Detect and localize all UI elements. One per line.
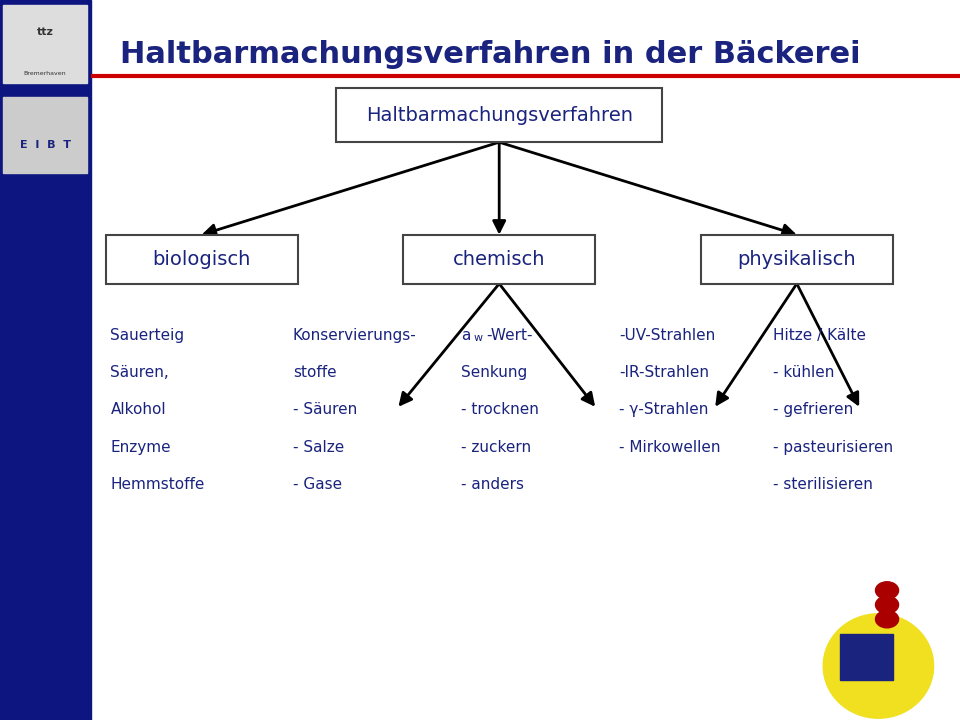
Text: Enzyme: Enzyme <box>110 440 171 455</box>
Bar <box>3 97 87 173</box>
Text: - Gase: - Gase <box>293 477 342 492</box>
Bar <box>840 634 893 680</box>
Text: -IR-Strahlen: -IR-Strahlen <box>619 365 709 380</box>
Text: biologisch: biologisch <box>153 250 251 269</box>
Text: Säuren,: Säuren, <box>110 365 169 380</box>
FancyBboxPatch shape <box>403 235 595 284</box>
FancyBboxPatch shape <box>336 89 662 143</box>
Text: Sauerteig: Sauerteig <box>110 328 184 343</box>
Bar <box>3 5 87 83</box>
Text: - Mirkowellen: - Mirkowellen <box>619 440 721 455</box>
Text: - Säuren: - Säuren <box>293 402 357 418</box>
Ellipse shape <box>824 613 934 718</box>
Text: -UV-Strahlen: -UV-Strahlen <box>619 328 715 343</box>
Circle shape <box>876 596 899 613</box>
Text: Konservierungs-: Konservierungs- <box>293 328 417 343</box>
Text: Senkung: Senkung <box>461 365 527 380</box>
Text: Bremerhaven: Bremerhaven <box>24 71 66 76</box>
Text: -Wert-: -Wert- <box>486 328 532 343</box>
Text: - gefrieren: - gefrieren <box>773 402 853 418</box>
Text: - kühlen: - kühlen <box>773 365 834 380</box>
Text: Alkohol: Alkohol <box>110 402 166 418</box>
Text: Haltbarmachungsverfahren in der Bäckerei: Haltbarmachungsverfahren in der Bäckerei <box>120 40 860 68</box>
Text: chemisch: chemisch <box>453 250 545 269</box>
FancyBboxPatch shape <box>106 235 298 284</box>
Text: w: w <box>473 333 483 343</box>
Text: ttz: ttz <box>36 27 54 37</box>
Text: Hitze / Kälte: Hitze / Kälte <box>773 328 866 343</box>
Circle shape <box>876 611 899 628</box>
Text: stoffe: stoffe <box>293 365 336 380</box>
Text: a: a <box>461 328 470 343</box>
Text: E  I  B  T: E I B T <box>19 140 71 150</box>
Circle shape <box>876 582 899 599</box>
Text: - zuckern: - zuckern <box>461 440 531 455</box>
Text: physikalisch: physikalisch <box>737 250 856 269</box>
Text: - γ-Strahlen: - γ-Strahlen <box>619 402 708 418</box>
Text: - pasteurisieren: - pasteurisieren <box>773 440 893 455</box>
FancyBboxPatch shape <box>701 235 893 284</box>
Text: Hemmstoffe: Hemmstoffe <box>110 477 204 492</box>
Bar <box>0 0 91 720</box>
Text: - sterilisieren: - sterilisieren <box>773 477 873 492</box>
Text: - anders: - anders <box>461 477 524 492</box>
Text: - trocknen: - trocknen <box>461 402 539 418</box>
Text: - Salze: - Salze <box>293 440 344 455</box>
Text: Haltbarmachungsverfahren: Haltbarmachungsverfahren <box>366 106 633 125</box>
